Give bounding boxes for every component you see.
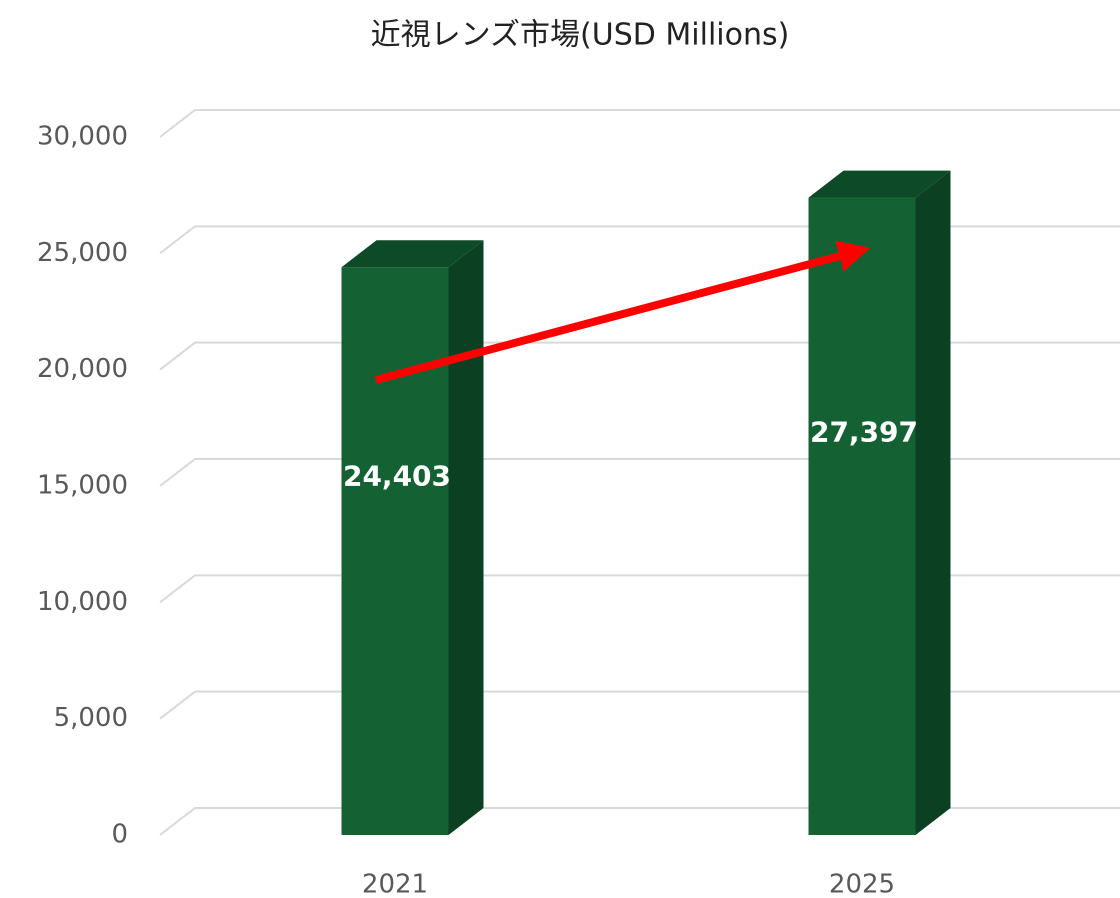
- bar-side: [448, 240, 484, 836]
- bar-top: [808, 170, 951, 198]
- data-label: 27,397: [810, 415, 918, 448]
- grid-line: [159, 341, 1120, 371]
- y-tick-label: 15,000: [37, 471, 128, 501]
- y-tick-label: 10,000: [37, 587, 128, 617]
- y-tick-label: 5,000: [54, 703, 128, 733]
- grid-line: [159, 807, 1120, 836]
- x-tick-label: 2021: [362, 870, 428, 898]
- y-tick-label: 20,000: [37, 354, 128, 384]
- grid-line: [159, 574, 1120, 604]
- bar: [341, 267, 449, 836]
- bar-top: [341, 240, 484, 268]
- y-tick-label: 0: [111, 820, 128, 850]
- grid-line: [159, 225, 1120, 255]
- bar: [808, 197, 916, 836]
- grid-line: [159, 109, 1120, 138]
- data-label: 24,403: [343, 459, 451, 492]
- x-tick-label: 2025: [829, 870, 895, 898]
- y-tick-label: 30,000: [37, 122, 128, 152]
- grid-line: [159, 458, 1120, 487]
- trend-arrow: [374, 240, 871, 384]
- bar-side: [915, 170, 951, 836]
- chart-title: 近視レンズ市場(USD Millions): [371, 18, 790, 53]
- grid-line: [159, 690, 1120, 720]
- y-tick-label: 25,000: [37, 238, 128, 268]
